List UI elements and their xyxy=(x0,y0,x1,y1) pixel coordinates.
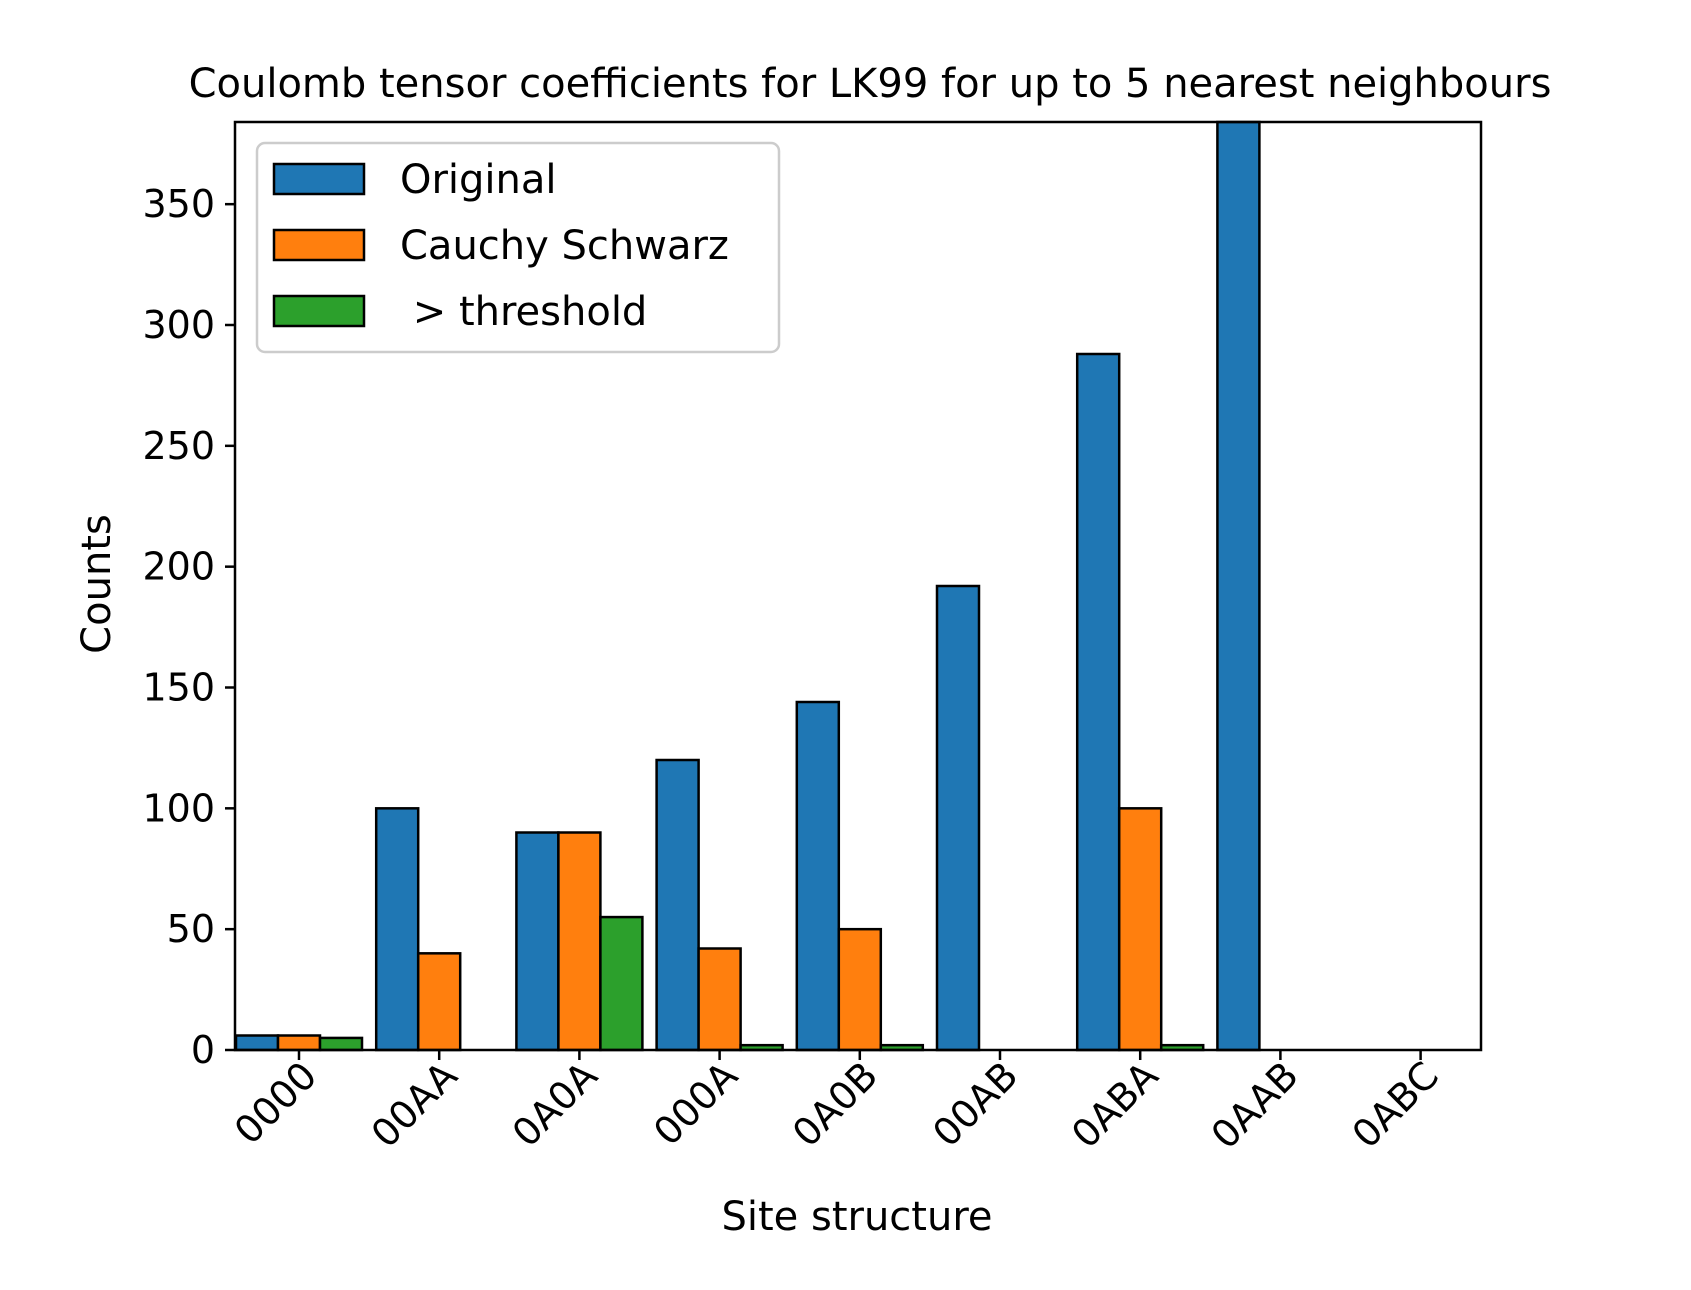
bar-000a-series-2 xyxy=(697,947,742,1052)
x-tick-label: 0000 xyxy=(226,1053,326,1153)
y-tick-label: 0 xyxy=(191,1028,215,1072)
x-tick-label: 0AAB xyxy=(1203,1053,1307,1157)
legend-swatch xyxy=(272,228,366,262)
x-tick-label: 0ABA xyxy=(1063,1053,1166,1156)
y-tick-label: 200 xyxy=(142,545,215,589)
x-axis-label: Site structure xyxy=(721,1194,992,1240)
bar-0a0a-series-3 xyxy=(599,915,644,1052)
y-axis-label: Counts xyxy=(74,514,120,654)
x-tick-label: 00AA xyxy=(363,1053,466,1156)
x-tick-label: 0A0A xyxy=(504,1053,606,1155)
bar-0a0b-series-1 xyxy=(795,700,841,1052)
x-tick-label: 0A0B xyxy=(784,1053,886,1155)
x-tick-label: 0ABC xyxy=(1344,1053,1447,1156)
y-tick-label: 350 xyxy=(142,182,215,226)
bar-00aa-series-2 xyxy=(416,952,462,1052)
plot-frame xyxy=(233,120,1483,1052)
bar-0aba-series-2 xyxy=(1117,807,1163,1052)
bar-0aba-series-1 xyxy=(1075,352,1121,1052)
bar-0a0a-series-2 xyxy=(557,831,602,1052)
x-tick-label: 000A xyxy=(645,1053,746,1154)
y-tick-label: 250 xyxy=(142,424,215,468)
legend-swatch xyxy=(272,162,366,196)
x-tick-label: 00AB xyxy=(924,1053,1026,1155)
y-tick-label: 300 xyxy=(142,303,215,347)
legend-label: Cauchy Schwarz xyxy=(400,223,729,269)
y-tick-label: 150 xyxy=(142,666,215,710)
chart-title: Coulomb tensor coefficients for LK99 for… xyxy=(189,61,1552,107)
bars-layer xyxy=(234,120,1261,1052)
bar-0aab-series-1 xyxy=(1216,120,1261,1052)
bar-00ab-series-1 xyxy=(935,584,981,1052)
bar-0a0a-series-1 xyxy=(515,831,560,1052)
bar-0000-series-3 xyxy=(318,1036,364,1052)
legend-swatch xyxy=(272,294,366,328)
legend-label: Original xyxy=(400,157,557,203)
y-tick-label: 50 xyxy=(167,907,215,951)
legend-box xyxy=(255,141,781,354)
legend: Original Cauchy Schwarz > threshold xyxy=(255,141,781,354)
bar-0000-series-2 xyxy=(276,1034,322,1052)
bar-000a-series-1 xyxy=(655,758,700,1052)
bar-00aa-series-1 xyxy=(374,807,420,1052)
legend-label: > threshold xyxy=(400,289,647,335)
bar-0000-series-1 xyxy=(234,1034,280,1052)
bar-0a0b-series-2 xyxy=(837,927,883,1052)
y-tick-label: 100 xyxy=(142,786,215,830)
